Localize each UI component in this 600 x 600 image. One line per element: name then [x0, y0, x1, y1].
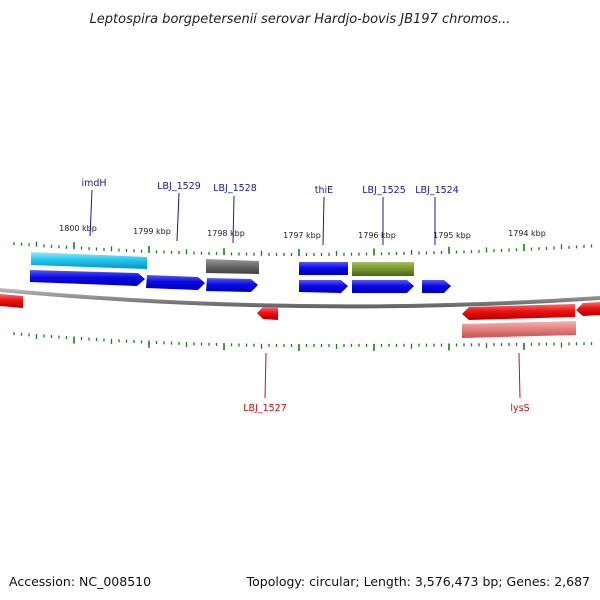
forward-feature-row	[31, 252, 414, 276]
scale-labels: 1800 kbp 1799 kbp 1798 kbp 1797 kbp 1796…	[59, 224, 546, 240]
feature-LBJ_1525-gene[interactable]	[352, 262, 414, 276]
leader-LBJ_1528	[232, 195, 235, 244]
gene-label-thiE[interactable]: thiE	[315, 185, 333, 196]
gene-label-LBJ_1524[interactable]: LBJ_1524	[415, 185, 459, 196]
outer-tick-ring	[13, 241, 593, 256]
genome-backbone	[0, 288, 600, 309]
scale-label-1795: 1795 kbp	[433, 231, 471, 240]
leader-LBJ_1527	[264, 352, 267, 399]
gene-label-LBJ_1525[interactable]: LBJ_1525	[362, 185, 406, 196]
scale-label-1797: 1797 kbp	[283, 231, 321, 240]
feature-LBJ_1528-gene[interactable]	[206, 259, 259, 274]
cds-reverse-left-edge[interactable]	[0, 294, 23, 308]
reverse-cds-row	[0, 294, 600, 320]
reverse-leader-lines	[264, 352, 521, 399]
leader-imdH	[89, 189, 93, 237]
gene-label-LBJ_1529[interactable]: LBJ_1529	[157, 181, 201, 192]
feature-imdH-gene[interactable]	[31, 252, 147, 269]
gene-label-LBJ_1527[interactable]: LBJ_1527	[243, 403, 287, 414]
leader-thiE	[322, 196, 325, 246]
leader-lysS	[518, 352, 521, 399]
scale-label-1796: 1796 kbp	[358, 231, 396, 240]
forward-cds-row	[30, 270, 451, 293]
inner-tick-ring	[13, 332, 593, 351]
accession-text: Accession: NC_008510	[9, 574, 151, 589]
scale-label-1800: 1800 kbp	[59, 224, 97, 233]
cds-lysS[interactable]	[462, 304, 575, 320]
cds-imdH[interactable]	[30, 270, 145, 286]
cds-LBJ_1524[interactable]	[422, 280, 451, 293]
gene-label-lysS[interactable]: lysS	[510, 403, 529, 414]
gene-label-LBJ_1528[interactable]: LBJ_1528	[213, 183, 257, 194]
leader-LBJ_1529	[176, 192, 180, 242]
feature-lysS-gene[interactable]	[462, 321, 576, 338]
feature-thiE-gene[interactable]	[299, 262, 348, 275]
topology-summary: Topology: circular; Length: 3,576,473 bp…	[246, 574, 590, 589]
cds-reverse-right-edge[interactable]	[576, 302, 600, 316]
cds-LBJ_1528[interactable]	[206, 278, 258, 292]
cds-LBJ_1525[interactable]	[352, 280, 414, 293]
scale-label-1794: 1794 kbp	[508, 229, 546, 238]
cds-thiE[interactable]	[299, 280, 348, 293]
forward-gene-labels: imdH LBJ_1529 LBJ_1528 thiE LBJ_1525 LBJ…	[81, 178, 458, 196]
forward-leader-lines	[89, 189, 436, 246]
cds-LBJ_1527[interactable]	[257, 307, 278, 320]
scale-label-1799: 1799 kbp	[133, 227, 171, 236]
gene-label-imdH[interactable]: imdH	[81, 178, 106, 189]
cds-LBJ_1529[interactable]	[146, 275, 205, 290]
scale-label-1798: 1798 kbp	[207, 229, 245, 238]
map-title: Leptospira borgpetersenii serovar Hardjo…	[90, 12, 511, 27]
